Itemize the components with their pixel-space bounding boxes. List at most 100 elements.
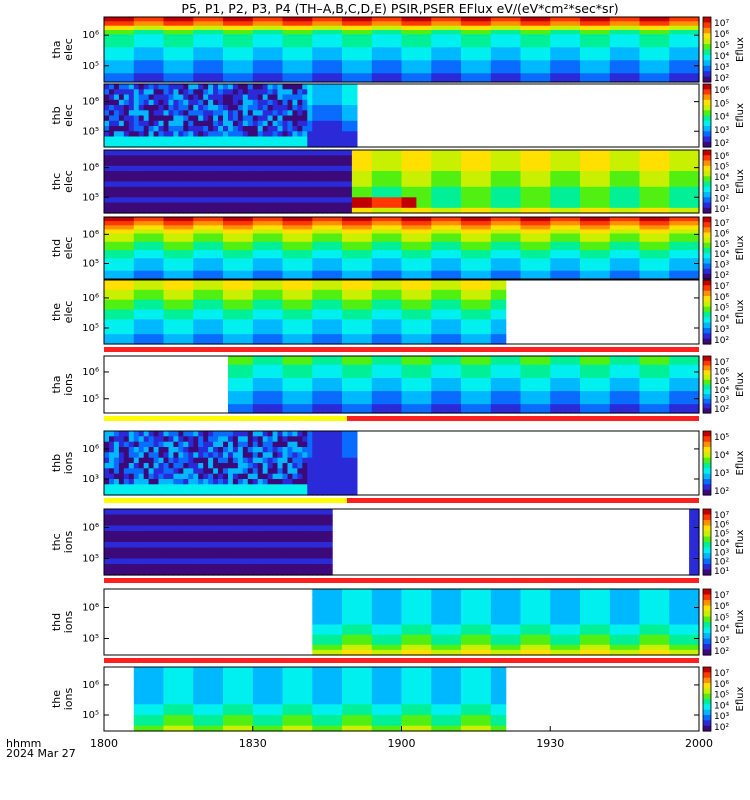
spectrogram-cell: [193, 155, 199, 162]
spectrogram-cell: [361, 43, 368, 48]
spectrogram-cell: [515, 165, 522, 172]
colorbar-swatch: [703, 52, 711, 55]
spectrogram-cell: [168, 258, 175, 263]
spectrogram-cell: [381, 73, 388, 79]
spectrogram-cell: [361, 60, 368, 66]
spectrogram-cell: [644, 21, 651, 27]
spectrogram-cell: [550, 56, 556, 61]
spectrogram-cell: [347, 34, 353, 40]
colorbar-swatch: [703, 156, 711, 159]
spectrogram-cell: [565, 202, 571, 209]
spectrogram-cell: [332, 60, 338, 66]
colorbar-tick-label: 10⁴: [714, 173, 729, 183]
spectrogram-cell: [535, 155, 541, 162]
spectrogram-cell: [247, 217, 254, 222]
spectrogram-cell: [143, 136, 150, 143]
spectrogram-cell: [366, 217, 373, 222]
spectrogram-cell: [104, 197, 110, 204]
spectrogram-cell: [153, 176, 160, 183]
spectrogram-cell: [277, 38, 284, 44]
spectrogram-cell: [575, 47, 581, 53]
spectrogram-cell: [426, 202, 432, 209]
spectrogram-cell: [183, 136, 189, 143]
spectrogram-cell: [470, 60, 477, 66]
spectrogram-cell: [351, 171, 358, 177]
spectrogram-cell: [416, 60, 422, 66]
spectrogram-cell: [158, 38, 165, 44]
spectrogram-cell: [277, 51, 284, 57]
spectrogram-cell: [599, 181, 606, 188]
spectrogram-cell: [510, 192, 517, 198]
spectrogram-cell: [366, 233, 373, 239]
spectrogram-cell: [173, 266, 179, 272]
spectrogram-cell: [138, 171, 145, 177]
spectrogram-cell: [322, 274, 328, 280]
spectrogram-cell: [659, 47, 665, 53]
spectrogram-cell: [128, 221, 135, 226]
spectrogram-cell: [188, 197, 194, 204]
spectrogram-cell: [580, 73, 586, 79]
spectrogram-cell: [223, 69, 229, 74]
spectrogram-cell: [282, 30, 289, 35]
spectrogram-cell: [237, 229, 244, 235]
spectrogram-cell: [267, 181, 274, 188]
spectrogram-cell: [490, 186, 497, 193]
spectrogram-cell: [257, 233, 264, 239]
spectrogram-cell: [327, 258, 333, 263]
spectrogram-cell: [257, 47, 264, 53]
spectrogram-cell: [118, 270, 125, 276]
spectrogram-cell: [193, 225, 199, 230]
spectrogram-cell: [247, 99, 254, 106]
spectrogram-cell: [297, 155, 303, 162]
spectrogram-cell: [654, 73, 660, 79]
spectrogram-cell: [649, 202, 655, 209]
spectrogram-cell: [223, 60, 229, 66]
spectrogram-cell: [634, 43, 641, 48]
spectrogram-cell: [292, 165, 298, 172]
spectrogram-cell: [287, 64, 294, 70]
spectrogram-cell: [550, 30, 556, 35]
spectrogram-cell: [659, 56, 665, 61]
spectrogram-cell: [252, 258, 259, 263]
spectrogram-cell: [148, 136, 155, 143]
spectrogram-cell: [505, 186, 512, 193]
spectrogram-cell: [411, 17, 417, 22]
spectrogram-cell: [317, 25, 323, 31]
spectrogram-cell: [242, 69, 249, 74]
spectrogram-cell: [138, 266, 145, 272]
spectrogram-cell: [272, 186, 279, 193]
spectrogram-cell: [351, 186, 358, 193]
spectrogram-cell: [391, 38, 398, 44]
spectrogram-cell: [252, 51, 259, 57]
spectrogram-cell: [337, 202, 343, 209]
spectrogram-cell: [555, 186, 561, 193]
colorbar-swatch: [703, 17, 711, 19]
spectrogram-cell: [327, 56, 333, 61]
spectrogram-cell: [376, 207, 383, 214]
spectrogram-cell: [515, 192, 522, 198]
spectrogram-cell: [223, 47, 229, 53]
spectrogram-cell: [555, 160, 561, 167]
spectrogram-cell: [223, 274, 229, 280]
spectrogram-cell: [282, 17, 289, 22]
spectrogram-cell: [604, 60, 611, 66]
spectrogram-cell: [545, 34, 551, 40]
spectrogram-cell: [594, 165, 601, 172]
spectrogram-cell: [575, 38, 581, 44]
spectrogram-cell: [123, 110, 130, 117]
spectrogram-cell: [252, 141, 259, 148]
spectrogram-cell: [104, 60, 110, 66]
spectrogram-cell: [599, 34, 606, 40]
spectrogram-cell: [649, 160, 655, 167]
spectrogram-cell: [272, 89, 279, 96]
spectrogram-cell: [351, 84, 358, 90]
spectrogram-cell: [183, 274, 189, 280]
spectrogram-cell: [347, 176, 353, 183]
spectrogram-cell: [639, 171, 646, 177]
spectrogram-cell: [153, 120, 160, 127]
spectrogram-cell: [347, 155, 353, 162]
spectrogram-cell: [589, 207, 596, 214]
spectrogram-cell: [381, 30, 388, 35]
spectrogram-cell: [287, 155, 294, 162]
spectrogram-cell: [148, 89, 155, 96]
